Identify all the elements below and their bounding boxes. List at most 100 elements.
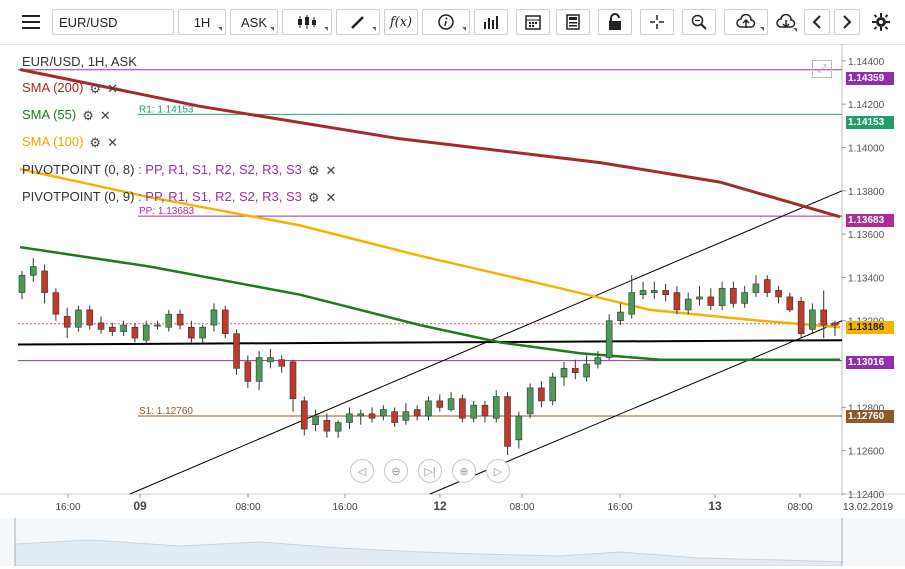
pan-left-button[interactable]: ◁ — [350, 459, 374, 483]
candle-body — [233, 333, 240, 369]
level-label-pp: PP: 1.13683 — [139, 206, 194, 217]
candle-body — [628, 292, 636, 315]
expand-icon[interactable]: ⤢ — [812, 60, 832, 78]
pan-right-button[interactable]: ▷ — [486, 459, 510, 483]
y-tick-label: 1.12400 — [848, 490, 885, 501]
candle-body — [176, 313, 184, 326]
legend-pivot-0-8-levels: : PP, R1, S1, R2, S2, R3, S3 — [138, 162, 302, 177]
close-icon[interactable]: ✕ — [325, 189, 337, 205]
y-tick-label: 1.14200 — [848, 100, 885, 111]
x-tick-label: 09 — [133, 499, 147, 513]
calculator-icon — [565, 14, 581, 30]
candle-body — [267, 357, 274, 363]
scroll-left-button[interactable] — [804, 9, 830, 35]
candle-body — [188, 326, 195, 339]
candle-body — [300, 400, 308, 430]
candle-body — [526, 387, 534, 415]
y-tick-label: 1.13400 — [848, 273, 885, 284]
candle-body — [425, 400, 432, 417]
cloud-upload-button[interactable] — [724, 9, 768, 35]
candle-body — [165, 313, 173, 328]
reset-view-button[interactable]: ▷| — [418, 459, 442, 483]
candle-body — [809, 309, 816, 330]
x-tick-label: 12 — [433, 499, 447, 513]
gear-icon[interactable]: ⚙ — [82, 107, 94, 123]
calculator-button[interactable] — [556, 9, 590, 35]
timeframe-label: 1H — [193, 14, 211, 30]
gear-icon[interactable]: ⚙ — [89, 134, 102, 150]
reset-icon: ▷| — [424, 465, 436, 478]
zoom-button[interactable] — [682, 9, 716, 35]
candle-body — [120, 324, 127, 332]
price-side-label: ASK — [240, 14, 267, 30]
lock-icon — [607, 13, 623, 31]
legend-sma55: SMA (55) ⚙ ✕ — [22, 107, 111, 124]
legend-sma100-label: SMA (100) — [22, 134, 84, 149]
candle-body — [368, 413, 376, 419]
sma200-line — [19, 68, 841, 219]
candle-body — [346, 413, 353, 423]
gear-icon[interactable]: ⚙ — [89, 80, 102, 96]
triangle-right-icon: ▷ — [493, 465, 503, 478]
timeframe-select[interactable]: 1H — [178, 9, 226, 35]
candle-body — [651, 290, 658, 293]
price-tag-top: 1.14359 — [846, 72, 894, 85]
candle-body — [459, 398, 466, 419]
candlestick-chart-icon — [297, 14, 317, 30]
indicators-button[interactable]: f(x) — [384, 9, 418, 35]
candle-body — [696, 296, 703, 300]
x-tick-label: 16:00 — [55, 502, 80, 513]
close-icon[interactable]: ✕ — [107, 134, 118, 150]
candle-body — [605, 320, 613, 358]
lock-button[interactable] — [598, 9, 632, 35]
level-label-r1: R1: 1.14153 — [139, 104, 194, 115]
candle-body — [831, 322, 839, 326]
candle-body — [75, 309, 82, 328]
chart-type-button[interactable] — [282, 9, 332, 35]
price-side-select[interactable]: ASK — [230, 9, 278, 35]
price-tag-s1: 1.12760 — [846, 410, 894, 423]
candle-body — [549, 376, 557, 402]
x-tick-label: 13 — [708, 499, 722, 513]
candle-body — [52, 292, 60, 315]
scroll-right-button[interactable] — [834, 9, 860, 35]
menu-button[interactable] — [14, 9, 48, 35]
calendar-button[interactable] — [516, 9, 550, 35]
zoom-in-button[interactable]: ⊕ — [452, 459, 476, 483]
gear-icon — [872, 13, 890, 31]
symbol-select[interactable]: EUR/USD — [52, 9, 174, 35]
cloud-download-button[interactable] — [772, 9, 800, 35]
candle-body — [41, 270, 48, 293]
candle-body — [323, 420, 331, 432]
price-chart[interactable]: 1.14400 1.14200 1.14000 1.13800 1.13600 1.134… — [0, 44, 905, 567]
legend-sma200: SMA (200) ⚙ ✕ — [22, 80, 118, 97]
zoom-out-button[interactable]: ⊖ — [384, 459, 408, 483]
close-icon[interactable]: ✕ — [325, 162, 337, 178]
candle-body — [481, 404, 489, 417]
x-tick-label: 08:00 — [235, 502, 260, 513]
y-tick-label: 1.12600 — [848, 447, 885, 458]
crosshair-button[interactable] — [640, 9, 674, 35]
close-icon[interactable]: ✕ — [107, 80, 118, 96]
calendar-icon — [525, 14, 541, 30]
gear-icon[interactable]: ⚙ — [307, 189, 320, 205]
settings-button[interactable] — [868, 9, 894, 35]
candle-body — [86, 309, 94, 326]
zoom-icon — [691, 14, 707, 30]
sma55-line — [19, 245, 840, 361]
legend-sma100: SMA (100) ⚙ ✕ — [22, 134, 118, 151]
drawing-tools-button[interactable] — [336, 9, 380, 35]
candle-body — [357, 413, 365, 417]
candle-body — [707, 296, 715, 306]
chevron-right-icon — [842, 15, 852, 29]
info-icon — [438, 14, 454, 30]
info-button[interactable] — [422, 9, 470, 35]
price-tag-sma55: 1.13016 — [846, 356, 894, 369]
close-icon[interactable]: ✕ — [99, 107, 111, 123]
candle-body — [289, 361, 297, 400]
gear-icon[interactable]: ⚙ — [307, 162, 320, 178]
chart-area[interactable]: 1.14400 1.14200 1.14000 1.13800 1.13600 1.134… — [0, 44, 905, 567]
volume-button[interactable] — [474, 9, 508, 35]
sma100-line — [19, 167, 841, 329]
candle-body — [730, 287, 737, 304]
